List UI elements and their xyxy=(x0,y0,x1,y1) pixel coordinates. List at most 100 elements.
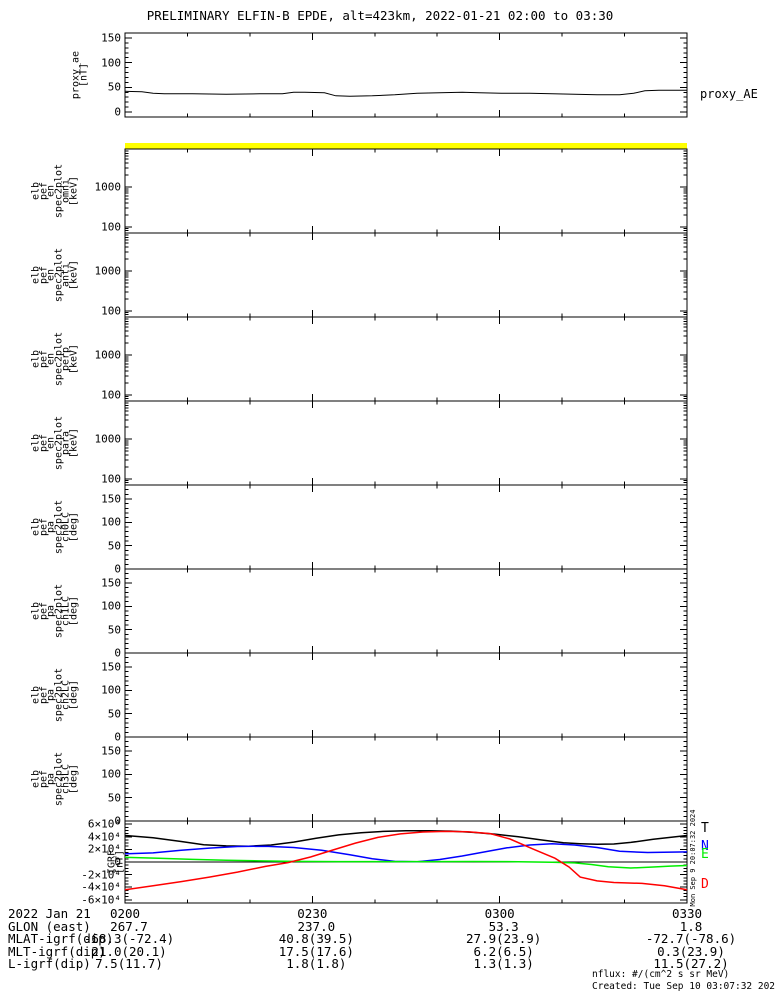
annotation-row-MLAT-igrf(dip): MLAT-igrf(dip) -68.3(-72.4) 40.8(39.5) 27.9… xyxy=(0,931,775,946)
created-timestamp: Created: Tue Sep 10 03:07:32 2024 xyxy=(592,980,775,992)
annotation-row-label: L-igrf(dip) xyxy=(8,956,91,971)
annotation-value: 7.5(11.7) xyxy=(95,956,163,971)
time-tick-label: 0200 xyxy=(109,906,141,921)
y-tick-label: 1000 xyxy=(94,348,122,362)
y-tick-label: 150 xyxy=(101,492,121,506)
y-tick-label: 50 xyxy=(107,707,121,721)
annotation-value: 17.5(17.6) xyxy=(278,943,354,959)
annotation-value: 1.8 xyxy=(679,918,703,934)
series-label-N: N xyxy=(701,839,709,854)
y-tick-label: 100 xyxy=(101,388,121,402)
y-tick-label: 0 xyxy=(114,855,121,869)
y-tick-label: 150 xyxy=(101,31,121,45)
panel-ylabel-igrf: IGRF [nT] xyxy=(106,849,126,875)
y-tick-label: -6×10⁴ xyxy=(81,893,121,907)
y-tick-label: 0 xyxy=(114,730,121,744)
panel-en_spec2plot_para xyxy=(124,400,688,486)
time-tick-label: 0330 xyxy=(671,906,703,921)
y-tick-label: 100 xyxy=(101,472,121,486)
trace-D xyxy=(124,830,688,891)
panel-pa_spec2plot_ch1LC xyxy=(124,568,688,654)
proxy-ae-line-label: proxy_AE xyxy=(700,87,758,101)
annotation-row-label: MLAT-igrf(dip) xyxy=(8,931,114,946)
panel-en_spec2plot_anti xyxy=(124,232,688,318)
annotation-value: 53.3 xyxy=(488,918,519,934)
y-tick-label: 4×10⁴ xyxy=(87,830,121,844)
y-tick-label: 150 xyxy=(101,576,121,590)
panel-ylabel-pa_spec2plot_ch3LC: elb pef pa spec2plot ch3LC [deg] xyxy=(30,751,80,807)
panel-ylabel-pa_spec2plot_ch2LC: elb pef pa spec2plot ch2LC [deg] xyxy=(30,667,80,723)
panel-en_spec2plot_omni xyxy=(124,148,688,234)
y-tick-label: 50 xyxy=(107,539,121,553)
footer-block: nflux: #/(cm^2 s sr MeV) Created: Tue Se… xyxy=(592,969,775,992)
panel-ylabel-proxy_ae: proxy_ae [nT] xyxy=(70,50,90,100)
y-tick-label: -4×10⁴ xyxy=(81,880,121,894)
annotation-value: -68.3(-72.4) xyxy=(83,931,175,946)
data-availability-bar xyxy=(125,143,687,149)
panel-ylabel-en_spec2plot_perp: elb pef en spec2plot perp [keV] xyxy=(30,331,80,387)
y-tick-label: 100 xyxy=(101,56,121,70)
panel-pa_spec2plot_ch3LC xyxy=(124,736,688,822)
nflux-units-label: nflux: #/(cm^2 s sr MeV) xyxy=(592,969,730,980)
y-tick-label: 100 xyxy=(101,683,121,697)
date-label: 2022 Jan 21 xyxy=(8,906,91,921)
panel-ylabel-pa_spec2plot_ch0LC: elb pef pa spec2plot ch0LC [deg] xyxy=(30,499,80,555)
annotation-value: -72.7(-78.6) xyxy=(645,931,737,946)
y-tick-label: 50 xyxy=(107,623,121,637)
series-label-D: D xyxy=(701,877,709,892)
plot-title: PRELIMINARY ELFIN-B EPDE, alt=423km, 202… xyxy=(146,8,614,23)
y-tick-label: -2×10⁴ xyxy=(81,868,121,882)
annotation-value: 1.8(1.8) xyxy=(286,956,347,971)
annotation-value: 11.5(27.2) xyxy=(653,956,729,971)
y-tick-label: 150 xyxy=(101,660,121,674)
trace-N xyxy=(124,842,688,863)
y-tick-label: 150 xyxy=(101,744,121,758)
y-tick-label: 100 xyxy=(101,220,121,234)
y-tick-label: 100 xyxy=(101,304,121,318)
trace-T xyxy=(124,830,688,847)
y-tick-label: 100 xyxy=(101,767,121,781)
y-tick-label: 2×10⁴ xyxy=(87,842,121,856)
annotation-row-GLON (east): GLON (east) 267.7 237.0 53.3 1.8 xyxy=(0,918,775,934)
annotation-value: 0.3(23.9) xyxy=(657,943,725,959)
annotation-row-L-igrf(dip): L-igrf(dip) 7.5(11.7) 1.8(1.8) 1.3(1.3) 11.5… xyxy=(0,956,775,971)
y-tick-label: 0 xyxy=(114,814,121,828)
annotation-value: 21.0(20.1) xyxy=(91,943,167,959)
panel-ylabel-en_spec2plot_para: elb pef en spec2plot para [keV] xyxy=(30,415,80,471)
annotation-value: 6.2(6.5) xyxy=(473,943,534,959)
y-tick-label: 0 xyxy=(114,105,121,119)
annotation-value: 27.9(23.9) xyxy=(466,931,542,946)
y-tick-label: 1000 xyxy=(94,264,122,278)
y-tick-label: 50 xyxy=(107,80,121,94)
series-label-T: T xyxy=(701,821,709,836)
annotation-value: 1.3(1.3) xyxy=(473,956,534,971)
y-tick-label: 100 xyxy=(101,599,121,613)
annotation-row-label: GLON (east) xyxy=(8,918,91,934)
y-tick-label: 1000 xyxy=(94,432,122,446)
y-tick-label: 0 xyxy=(114,562,121,576)
panel-pa_spec2plot_ch0LC xyxy=(124,484,688,570)
panel-pa_spec2plot_ch2LC xyxy=(124,652,688,738)
y-tick-label: 100 xyxy=(101,515,121,529)
trace-proxy_AE xyxy=(124,89,687,97)
annotation-value: 267.7 xyxy=(110,918,148,934)
annotation-value: 40.8(39.5) xyxy=(278,931,354,946)
panel-ylabel-en_spec2plot_anti: elb pef en spec2plot anti [keV] xyxy=(30,247,80,303)
time-tick-label: 0300 xyxy=(484,906,515,921)
y-tick-label: 0 xyxy=(114,646,121,660)
annotation-value: 237.0 xyxy=(297,918,336,934)
annotation-row-MLT-igrf(dip): MLT-igrf(dip) 21.0(20.1) 17.5(17.6) 6.2(6.5… xyxy=(0,943,775,959)
panel-en_spec2plot_perp xyxy=(124,316,688,402)
panel-proxy_ae xyxy=(124,32,688,118)
time-axis-row: 2022 Jan 21 0200 0230 0300 0330 xyxy=(0,906,775,921)
y-tick-label: 50 xyxy=(107,791,121,805)
time-tick-label: 0230 xyxy=(297,906,328,921)
annotation-row-label: MLT-igrf(dip) xyxy=(8,943,106,959)
trace-E xyxy=(124,856,688,869)
panel-ylabel-en_spec2plot_omni: elb pef en spec2plot omni [keV] xyxy=(30,163,80,219)
y-tick-label: 1000 xyxy=(94,180,122,194)
y-tick-label: 6×10⁴ xyxy=(87,817,121,831)
series-label-E: E xyxy=(701,847,709,862)
